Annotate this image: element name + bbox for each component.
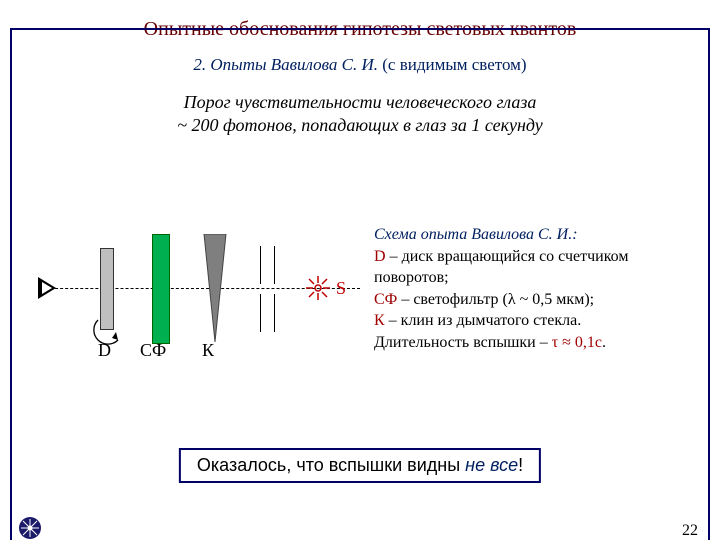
vavilov-diagram: S D СФ К <box>30 218 370 388</box>
label-K: К <box>202 340 214 361</box>
legend-D-text: – диск вращающийся со счетчиком поворото… <box>374 248 629 287</box>
callout-emph: не все <box>465 455 518 475</box>
corner-logo-icon <box>18 516 42 540</box>
slit-1-bottom <box>260 294 261 332</box>
legend-D-sym: D <box>374 248 386 265</box>
label-D: D <box>98 340 111 361</box>
legend-dur-post: . <box>602 334 606 351</box>
eye-icon <box>38 274 64 302</box>
page-number: 22 <box>682 522 698 540</box>
legend-CF-sym: СФ <box>374 291 397 308</box>
slit-1-top <box>260 246 261 284</box>
legend-K-text: – клин из дымчатого стекла. <box>385 312 582 329</box>
light-source-icon <box>304 274 332 307</box>
legend-CF-text: – светофильтр (λ ~ 0,5 мкм); <box>397 291 594 308</box>
legend-tau: τ ≈ 0,1с <box>552 334 602 351</box>
legend-dur-pre: Длительность вспышки – <box>374 334 552 351</box>
content-row: S D СФ К Схема опыта Вавилова С. И.: D –… <box>30 218 690 388</box>
diagram-legend: Схема опыта Вавилова С. И.: D – диск вра… <box>370 218 690 354</box>
callout-post: ! <box>518 455 523 475</box>
wedge-K <box>200 234 230 347</box>
slit-2-top <box>274 246 275 284</box>
label-S: S <box>336 278 346 299</box>
legend-K-sym: К <box>374 312 385 329</box>
conclusion-callout: Оказалось, что вспышки видны не все! <box>179 448 541 483</box>
legend-header: Схема опыта Вавилова С. И.: <box>374 226 578 243</box>
label-CF: СФ <box>140 340 166 361</box>
slit-2-bottom <box>274 294 275 332</box>
callout-pre: Оказалось, что вспышки видны <box>197 455 465 475</box>
filter-CF <box>152 234 170 344</box>
